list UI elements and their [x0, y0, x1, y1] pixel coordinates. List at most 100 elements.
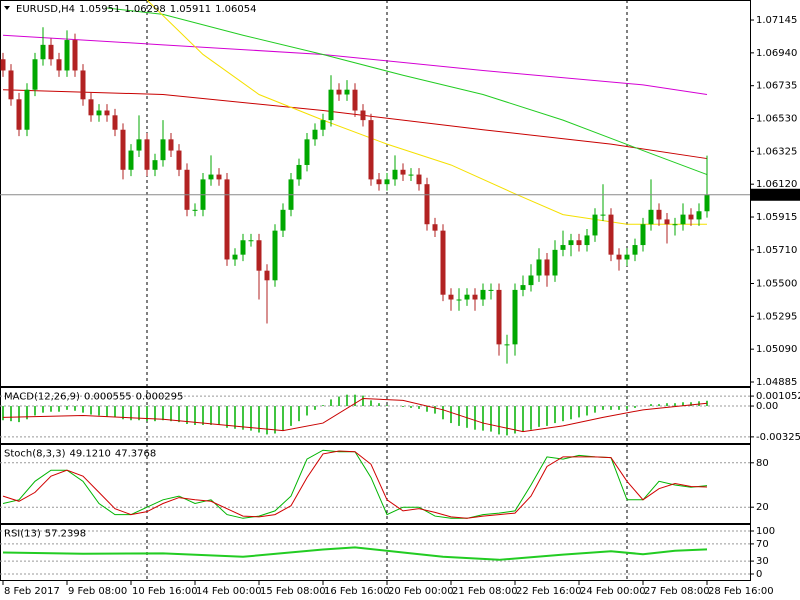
candle-body [480, 289, 486, 300]
candle-body [600, 214, 606, 216]
candle-body [120, 129, 126, 170]
candle-body [152, 160, 158, 170]
y-tick-label: 1.05915 [756, 212, 797, 223]
candle-body [504, 344, 510, 346]
candle-body [544, 259, 550, 276]
x-tick-label: 27 Feb 08:00 [644, 586, 710, 597]
x-tick-label: 28 Feb 16:00 [708, 586, 774, 597]
candle-body [256, 240, 262, 271]
indicator-value: 49.1210 [69, 449, 110, 460]
candle-body [424, 184, 430, 225]
candle-body [112, 115, 118, 130]
candle-body [456, 299, 462, 301]
candle-body [640, 224, 646, 246]
y-tick-label: 1.06120 [756, 179, 797, 190]
candle-body [168, 139, 174, 151]
indicator-title: RSI(13) [4, 529, 41, 540]
y-tick-label: 1.05500 [756, 278, 797, 289]
indicator-panel-frame [0, 524, 751, 581]
candle-body [0, 59, 6, 71]
candle-body [384, 179, 390, 185]
candle-body [192, 209, 198, 211]
indicator-panel-frame [0, 444, 751, 524]
x-tick-label: 8 Feb 2017 [4, 586, 60, 597]
candle-body [352, 89, 358, 111]
candle-body [272, 230, 278, 281]
x-tick-label: 24 Feb 00:00 [580, 586, 646, 597]
y-tick-label: 100 [756, 526, 775, 537]
indicator-line [2, 34, 708, 95]
candle-body [440, 230, 446, 295]
y-tick-label: 80 [756, 458, 769, 469]
candle-body [328, 89, 334, 121]
indicator-label: Stoch(8,3,3) 49.1210 47.3768 [4, 449, 156, 460]
y-tick-label: -0.003259 [756, 432, 800, 443]
candle-body [224, 179, 230, 260]
candle-body [32, 59, 38, 90]
indicator-line [106, 7, 708, 176]
indicator-panel-frame [0, 387, 751, 444]
candle-body [336, 89, 342, 95]
candle-body [88, 99, 94, 116]
candle-body [664, 219, 670, 225]
x-tick-label: 15 Feb 08:00 [260, 586, 326, 597]
x-tick-label: 14 Feb 00:00 [196, 586, 262, 597]
current-price-label: 1.06054 [756, 190, 797, 201]
x-tick-label: 16 Feb 16:00 [324, 586, 390, 597]
y-tick-label: 0.00 [756, 401, 778, 412]
y-tick-label: 1.07145 [756, 15, 797, 26]
candle-body [520, 285, 526, 290]
candle-body [160, 139, 166, 161]
candle-body [680, 214, 686, 225]
candle-body [416, 174, 422, 185]
candle-body [72, 40, 78, 71]
y-tick-label: 0 [756, 569, 762, 580]
candle-body [488, 289, 494, 291]
candle-body [672, 224, 678, 226]
y-tick-label: 0.001052 [756, 391, 800, 402]
candle-body [96, 110, 102, 116]
y-tick-label: 20 [756, 502, 769, 513]
candle-body [536, 259, 542, 276]
chart-header: EURUSD,H4 1.05951 1.06298 1.05911 1.06054 [16, 4, 256, 15]
indicator-value: 0.000555 [84, 392, 132, 403]
candle-body [592, 214, 598, 236]
candle-body [552, 249, 558, 276]
candle-body [632, 245, 638, 255]
candle-body [400, 169, 406, 175]
candle-body [8, 70, 14, 100]
x-tick-label: 21 Feb 08:00 [452, 586, 518, 597]
y-tick-label: 1.04885 [756, 377, 797, 388]
ohlc-value: 1.06298 [124, 4, 165, 15]
x-tick-label: 10 Feb 16:00 [132, 586, 198, 597]
candle-body [616, 254, 622, 260]
candle-body [656, 209, 662, 220]
candle-body [304, 139, 310, 165]
y-tick-label: 1.06325 [756, 146, 797, 157]
indicator-value: 57.2398 [45, 529, 86, 540]
ohlc-value: 1.05911 [170, 4, 211, 15]
candle-body [608, 214, 614, 255]
candle-body [432, 224, 438, 231]
candle-body [560, 245, 566, 250]
candle-body [48, 44, 54, 60]
candle-body [392, 169, 398, 180]
candle-body [464, 294, 470, 300]
candle-body [624, 254, 630, 260]
candle-body [56, 59, 62, 71]
candle-body [16, 99, 22, 130]
candle-body [184, 169, 190, 210]
indicator-title: MACD(12,26,9) [4, 392, 80, 403]
candle-body [176, 150, 182, 170]
y-tick-label: 1.05710 [756, 245, 797, 256]
candle-body [688, 214, 694, 220]
indicator-value: 0.000295 [136, 392, 184, 403]
indicator-label: MACD(12,26,9) 0.000555 0.000295 [4, 392, 183, 403]
y-tick-label: 30 [756, 556, 769, 567]
candle-body [240, 240, 246, 255]
candle-body [232, 254, 238, 260]
candle-body [368, 120, 374, 180]
candle-body [136, 139, 142, 151]
current-price-box [751, 188, 800, 201]
candle-body [144, 139, 150, 170]
